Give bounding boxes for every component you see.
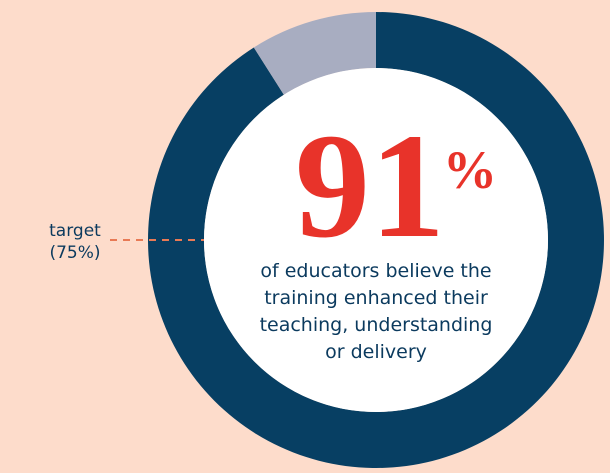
description-line: training enhanced their [264,287,488,309]
description-line: or delivery [325,341,427,363]
description-line: teaching, understanding [260,314,493,336]
description-line: of educators believe the [260,260,491,282]
target-label: (75%) [49,243,100,263]
value-label: 91 [295,103,445,269]
value-unit: % [443,140,497,200]
target-name: target [49,221,101,241]
donut [147,12,605,468]
donut-segment [253,12,376,95]
donut-hole [204,68,548,412]
